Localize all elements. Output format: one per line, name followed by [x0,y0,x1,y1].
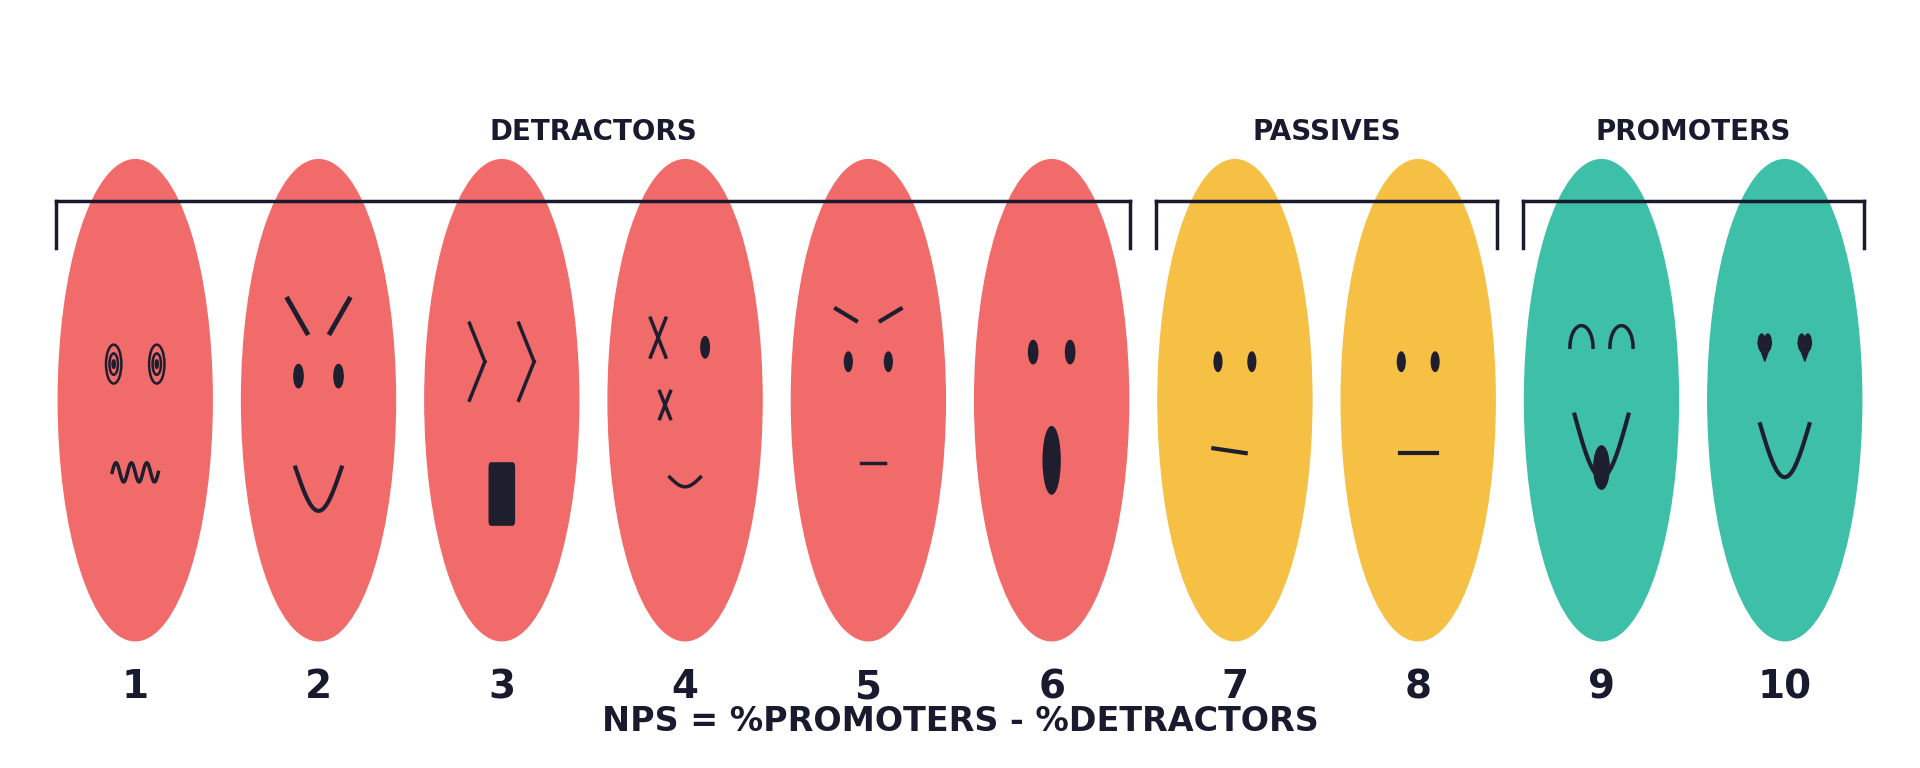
Circle shape [885,352,893,372]
Polygon shape [1797,343,1812,361]
Circle shape [1213,352,1221,372]
Text: 8: 8 [1405,668,1432,706]
Text: 1: 1 [121,668,150,706]
Ellipse shape [424,160,578,641]
Circle shape [294,365,303,388]
Circle shape [845,352,852,372]
Circle shape [111,360,115,369]
Polygon shape [1759,343,1772,361]
Text: PASSIVES: PASSIVES [1252,118,1402,146]
Circle shape [156,360,159,369]
Circle shape [1805,334,1811,351]
Circle shape [1029,340,1039,364]
Circle shape [1764,334,1772,351]
Circle shape [1398,352,1405,372]
Text: 3: 3 [488,668,515,706]
Ellipse shape [58,160,213,641]
Ellipse shape [1707,160,1862,641]
Circle shape [1799,334,1805,351]
Text: NPS = %PROMOTERS - %DETRACTORS: NPS = %PROMOTERS - %DETRACTORS [601,705,1319,738]
Text: 2: 2 [305,668,332,706]
Text: 10: 10 [1757,668,1812,706]
Ellipse shape [1342,160,1496,641]
Circle shape [1248,352,1256,372]
Ellipse shape [1158,160,1311,641]
Text: 9: 9 [1588,668,1615,706]
Circle shape [334,365,344,388]
Circle shape [701,336,708,358]
Ellipse shape [1043,427,1060,494]
Text: PROMOTERS: PROMOTERS [1596,118,1791,146]
Text: 5: 5 [854,668,881,706]
Circle shape [1759,334,1764,351]
Ellipse shape [791,160,945,641]
Ellipse shape [242,160,396,641]
Text: 6: 6 [1039,668,1066,706]
Ellipse shape [975,160,1129,641]
FancyBboxPatch shape [490,463,515,525]
Text: DETRACTORS: DETRACTORS [490,118,697,146]
Ellipse shape [609,160,762,641]
Text: 7: 7 [1221,668,1248,706]
Circle shape [1066,340,1075,364]
Ellipse shape [1594,446,1609,489]
Circle shape [1430,352,1438,372]
Ellipse shape [1524,160,1678,641]
Text: 4: 4 [672,668,699,706]
